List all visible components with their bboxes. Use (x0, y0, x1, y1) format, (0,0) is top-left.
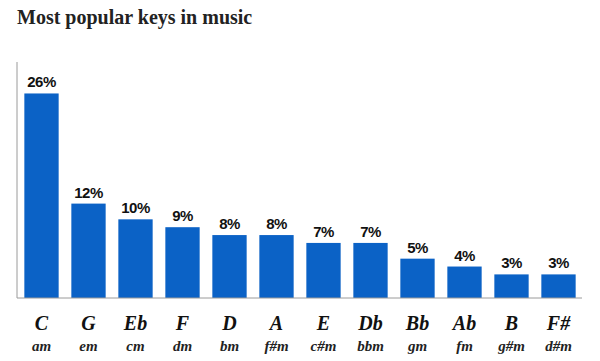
minor-key-label: gm (407, 338, 427, 354)
minor-key-label: dm (173, 338, 192, 354)
minor-key-label: g#m (497, 338, 525, 354)
bar (118, 219, 152, 298)
category-label: A (268, 312, 283, 334)
data-label: 3% (548, 254, 569, 271)
minor-key-label: f#m (264, 338, 288, 354)
bar (71, 204, 105, 298)
minor-key-label: cm (126, 338, 144, 354)
category-label: E (316, 312, 330, 334)
bar (447, 267, 481, 298)
data-label: 7% (313, 223, 334, 240)
minor-key-label: em (79, 338, 97, 354)
bar (24, 93, 58, 298)
bar (353, 243, 387, 298)
data-label: 8% (266, 215, 287, 232)
minor-key-label: bbm (357, 338, 384, 354)
minor-key-label: c#m (311, 338, 337, 354)
bar (494, 274, 528, 298)
bars (24, 93, 575, 298)
title: Most popular keys in music (17, 6, 252, 29)
minor-key-label: am (32, 338, 51, 354)
data-label: 12% (74, 184, 103, 201)
bar (400, 259, 434, 298)
category-label: C (35, 312, 49, 334)
data-label: 10% (121, 199, 150, 216)
data-label: 4% (454, 247, 475, 264)
category-label: Eb (123, 312, 147, 334)
bar (165, 227, 199, 298)
data-label: 26% (27, 73, 56, 90)
category-label: B (504, 312, 518, 334)
data-label: 9% (172, 207, 193, 224)
data-label: 7% (360, 223, 381, 240)
x-axis-line (17, 298, 582, 299)
bar (259, 235, 293, 298)
bar (306, 243, 340, 298)
minor-key-label: bm (220, 338, 239, 354)
bar (541, 274, 575, 298)
category-label: G (81, 312, 96, 334)
category-label: Bb (405, 312, 429, 334)
minor-key-label: d#m (545, 338, 572, 354)
chart: Most popular keys in music 26% 12% 10% 9% 8% 8… (0, 0, 600, 361)
data-label: 8% (219, 215, 240, 232)
minor-key-label: fm (456, 338, 473, 354)
category-label: D (221, 312, 236, 334)
bar (212, 235, 246, 298)
y-axis-line (17, 62, 18, 298)
data-label: 5% (407, 239, 428, 256)
category-label: Ab (451, 312, 476, 334)
category-label: F# (546, 312, 571, 334)
category-label: F (175, 312, 190, 334)
data-label: 3% (501, 254, 522, 271)
category-label: Db (357, 312, 382, 334)
